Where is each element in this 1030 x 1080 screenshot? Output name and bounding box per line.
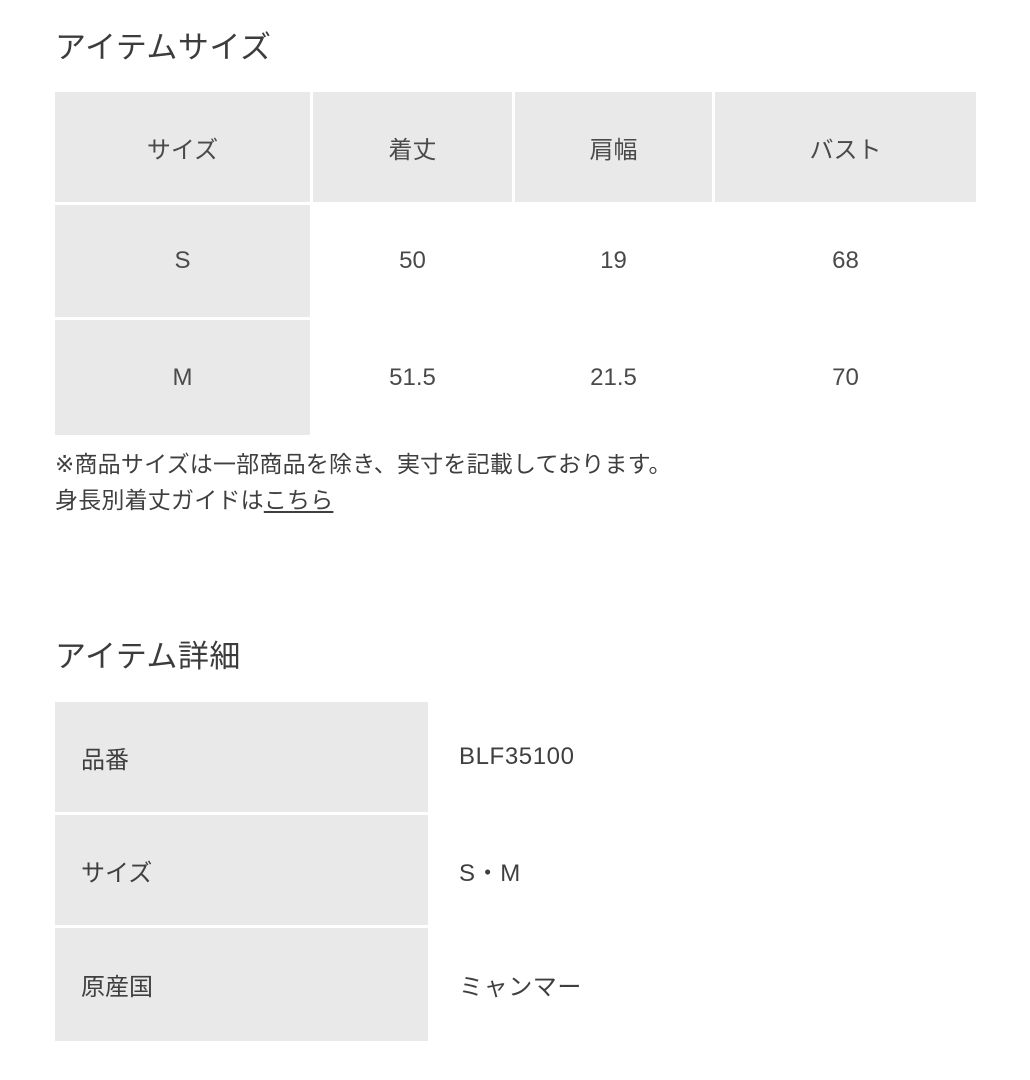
detail-value-country-of-origin: ミャンマー <box>431 928 976 1041</box>
detail-value-size: S・M <box>431 815 976 928</box>
detail-key-size: サイズ <box>55 815 431 928</box>
table-row: 原産国 ミャンマー <box>55 928 976 1041</box>
item-size-heading: アイテムサイズ <box>55 30 272 65</box>
size-note-guide: 身長別着丈ガイドはこちら <box>55 482 672 518</box>
item-detail-table-container: 品番 BLF35100 サイズ S・M 原産国 ミャンマー <box>55 702 976 1041</box>
cell-bust-m: 70 <box>715 320 976 435</box>
length-guide-link[interactable]: こちら <box>263 487 334 514</box>
detail-value-product-number: BLF35100 <box>431 702 976 815</box>
cell-shoulder-m: 21.5 <box>515 320 715 435</box>
item-size-table-header: サイズ 着丈 肩幅 バスト <box>55 92 976 205</box>
table-row: サイズ S・M <box>55 815 976 928</box>
table-row: S 50 19 68 <box>55 205 976 320</box>
detail-key-country-of-origin: 原産国 <box>55 928 431 1041</box>
size-notes: ※商品サイズは一部商品を除き、実寸を記載しております。 身長別着丈ガイドはこちら <box>55 446 672 519</box>
cell-bust-s: 68 <box>715 205 976 320</box>
size-guide-label: 身長別着丈ガイドは <box>55 487 264 514</box>
item-detail-table-body: 品番 BLF35100 サイズ S・M 原産国 ミャンマー <box>55 702 976 1041</box>
column-header-bust: バスト <box>715 92 976 205</box>
cell-size-s: S <box>55 205 313 320</box>
size-note-measurement: ※商品サイズは一部商品を除き、実寸を記載しております。 <box>55 451 672 477</box>
cell-length-m: 51.5 <box>313 320 515 435</box>
table-row: M 51.5 21.5 70 <box>55 320 976 435</box>
item-detail-table: 品番 BLF35100 サイズ S・M 原産国 ミャンマー <box>55 702 976 1041</box>
item-detail-heading: アイテム詳細 <box>55 639 241 674</box>
cell-shoulder-s: 19 <box>515 205 715 320</box>
column-header-length: 着丈 <box>313 92 515 205</box>
item-size-table: サイズ 着丈 肩幅 バスト S 50 19 68 M 51.5 21.5 70 <box>55 92 976 435</box>
cell-length-s: 50 <box>313 205 515 320</box>
table-header-row: サイズ 着丈 肩幅 バスト <box>55 92 976 205</box>
column-header-shoulder: 肩幅 <box>515 92 715 205</box>
item-size-table-container: サイズ 着丈 肩幅 バスト S 50 19 68 M 51.5 21.5 70 <box>55 92 976 435</box>
item-size-table-body: S 50 19 68 M 51.5 21.5 70 <box>55 205 976 435</box>
column-header-size: サイズ <box>55 92 313 205</box>
detail-key-product-number: 品番 <box>55 702 431 815</box>
cell-size-m: M <box>55 320 313 435</box>
table-row: 品番 BLF35100 <box>55 702 976 815</box>
